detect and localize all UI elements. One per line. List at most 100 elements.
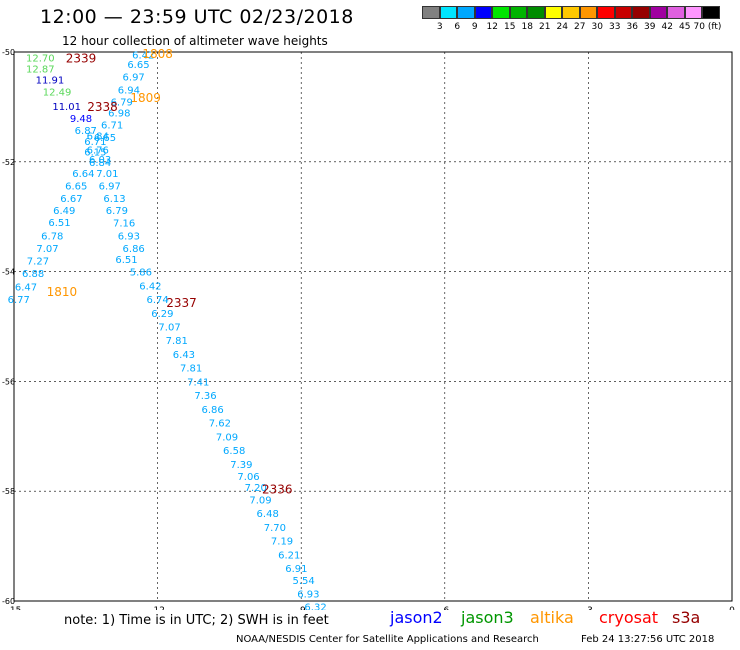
map-frame xyxy=(13,51,733,602)
wave-height-label: 7.01 xyxy=(96,169,118,180)
wave-height-label: 6.77 xyxy=(8,295,30,306)
legend-item-s3a: s3a xyxy=(672,608,701,627)
wave-height-label: 6.64 xyxy=(72,169,94,180)
x-tick-label: -9 xyxy=(297,606,306,610)
wave-height-label: 6.67 xyxy=(60,194,82,205)
credit-text: NOAA/NESDIS Center for Satellite Applica… xyxy=(236,634,539,645)
wave-height-label: 6.86 xyxy=(123,244,145,255)
wave-height-label: 6.97 xyxy=(123,73,145,84)
color-scale-swatch xyxy=(597,6,615,19)
pass-time-label: 2337 xyxy=(166,296,197,310)
color-scale-swatch xyxy=(422,6,440,19)
wave-height-label: 6.71 xyxy=(101,120,123,131)
color-scale-swatch xyxy=(509,6,527,19)
color-scale-label: 30 xyxy=(591,22,603,32)
wave-height-label: 7.16 xyxy=(113,219,135,230)
wave-height-label: 6.03 xyxy=(89,155,111,166)
wave-height-label: 7.81 xyxy=(180,364,202,375)
wave-height-label: 7.62 xyxy=(209,419,231,430)
wave-height-label: 7.19 xyxy=(271,537,293,548)
pass-time-label: 2336 xyxy=(262,482,293,496)
wave-height-label: 6.51 xyxy=(48,218,70,229)
wave-height-label: 6.84 xyxy=(89,158,111,169)
color-scale-label: 3 xyxy=(436,22,443,32)
x-tick-label: -12 xyxy=(150,606,165,610)
wave-height-label: 7.36 xyxy=(194,391,216,402)
x-tick-label: -6 xyxy=(440,606,449,610)
wave-height-label: 6.51 xyxy=(115,255,137,266)
wave-height-label: 6.94 xyxy=(118,85,140,96)
wave-height-label: 6.93 xyxy=(297,589,319,600)
wave-height-label: 6.86 xyxy=(202,405,224,416)
wave-height-label: 12.87 xyxy=(26,64,55,75)
wave-height-label: 6.49 xyxy=(53,206,75,217)
chart-title: 12:00 — 23:59 UTC 02/23/2018 xyxy=(40,6,354,28)
legend-item-jason3: jason3 xyxy=(461,608,514,627)
color-scale-swatch xyxy=(474,6,492,19)
color-scale-bar xyxy=(422,6,720,19)
color-scale-swatch xyxy=(562,6,580,19)
footnote: note: 1) Time is in UTC; 2) SWH is in fe… xyxy=(64,613,329,628)
wave-height-map: -15-12-9-6-30-50-52-54-56-58-606.426.656… xyxy=(2,47,735,610)
wave-height-label: 6.42 xyxy=(139,281,161,292)
wave-height-label: 6.32 xyxy=(304,602,326,610)
color-scale-label: 6 xyxy=(454,22,461,32)
color-scale-label: 42 xyxy=(661,22,673,32)
wave-height-label: 7.27 xyxy=(27,257,49,268)
color-scale-swatch xyxy=(632,6,650,19)
pass-time-label: 2339 xyxy=(66,51,97,65)
wave-height-label: 5.54 xyxy=(292,576,314,587)
color-scale-label: 18 xyxy=(521,22,533,32)
wave-height-label: 7.39 xyxy=(230,460,252,471)
wave-height-label: 6.71 xyxy=(84,137,106,148)
wave-height-label: 6.91 xyxy=(285,564,307,575)
color-scale-swatch xyxy=(439,6,457,19)
y-tick-label: -52 xyxy=(2,158,15,167)
wave-height-label: 6.87 xyxy=(75,126,97,137)
color-scale-swatch xyxy=(649,6,667,19)
wave-height-label: 6.97 xyxy=(99,181,121,192)
color-scale-swatch xyxy=(457,6,475,19)
color-scale-label: 24 xyxy=(556,22,568,32)
wave-height-label: 6.42 xyxy=(132,51,154,62)
wave-height-label: 7.09 xyxy=(216,432,238,443)
wave-height-label: 6.48 xyxy=(257,509,279,520)
legend-item-cryosat: cryosat xyxy=(599,608,659,627)
color-scale-label: 36 xyxy=(626,22,638,32)
wave-height-label: 6.78 xyxy=(41,231,63,242)
color-scale-label: 21 xyxy=(539,22,551,32)
color-scale-label: 15 xyxy=(504,22,516,32)
color-scale-label: 39 xyxy=(644,22,656,32)
wave-height-label: 7.70 xyxy=(264,523,286,534)
x-tick-label: -15 xyxy=(7,606,22,610)
wave-height-label: 6.88 xyxy=(22,269,44,280)
color-scale-swatch xyxy=(544,6,562,19)
wave-height-label: 11.01 xyxy=(52,102,81,113)
wave-height-label: 12.49 xyxy=(43,88,72,99)
wave-height-label: 7.09 xyxy=(249,495,271,506)
wave-height-label: 6.29 xyxy=(151,309,173,320)
color-scale-label: 45 xyxy=(679,22,691,32)
pass-time-label: 1810 xyxy=(47,285,78,299)
wave-height-label: 6.98 xyxy=(108,108,130,119)
wave-height-label: 11.91 xyxy=(36,75,65,86)
color-scale-label: 9 xyxy=(471,22,478,32)
color-scale-swatch xyxy=(667,6,685,19)
color-scale-swatch xyxy=(579,6,597,19)
color-scale-swatch xyxy=(527,6,545,19)
wave-height-label: 6.21 xyxy=(278,550,300,561)
wave-height-label: 7.81 xyxy=(166,336,188,347)
y-tick-label: -60 xyxy=(2,597,15,606)
color-scale-swatch xyxy=(492,6,510,19)
wave-height-label: 12.70 xyxy=(26,53,55,64)
legend-item-altika: altika xyxy=(530,608,574,627)
wave-height-label: 7.07 xyxy=(36,244,58,255)
pass-time-label: 1809 xyxy=(130,91,161,105)
color-scale-label: 27 xyxy=(574,22,586,32)
wave-height-label: 6.15 xyxy=(84,147,106,158)
pass-time-label: 1808 xyxy=(142,47,173,61)
wave-height-label: 6.84 xyxy=(87,131,109,142)
wave-height-label: 6.93 xyxy=(118,231,140,242)
wave-height-label: 6.79 xyxy=(106,206,128,217)
wave-height-label: 7.20 xyxy=(245,483,267,494)
